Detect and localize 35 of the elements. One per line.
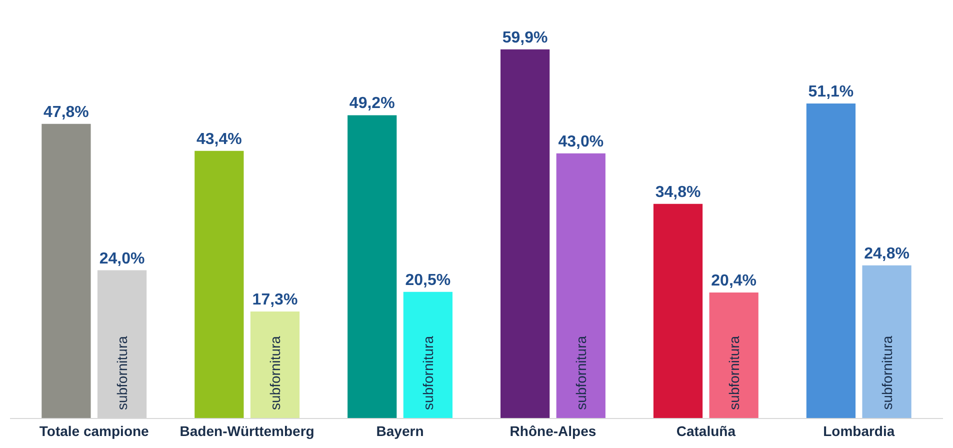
data-label: 49,2% — [349, 95, 395, 112]
x-tick-label: Lombardia — [823, 422, 895, 439]
bar — [500, 49, 550, 418]
bar — [348, 115, 397, 418]
x-tick-label: Totale campione — [39, 422, 150, 439]
bar — [709, 292, 758, 418]
x-tick-label: Bayern — [376, 422, 424, 439]
text: subfornitura — [572, 336, 589, 410]
bar — [806, 104, 856, 418]
bar — [403, 292, 452, 418]
bar — [653, 204, 703, 418]
bar — [556, 153, 606, 418]
text: subfornitura — [726, 336, 742, 410]
x-tick-label: Cataluña — [676, 422, 736, 439]
data-label: 43,4% — [196, 130, 242, 148]
text: subfornitura — [878, 336, 895, 410]
bar — [862, 265, 912, 418]
series-label: subfornitura — [114, 336, 130, 410]
data-label: 20,4% — [711, 272, 757, 290]
data-label: 43,0% — [558, 133, 604, 150]
x-tick-label: Baden-Württemberg — [180, 422, 314, 439]
data-label: 17,3% — [252, 292, 298, 309]
data-label: 34,8% — [655, 184, 701, 201]
text: subfornitura — [266, 336, 283, 410]
bar — [250, 312, 300, 418]
bar — [42, 124, 91, 418]
x-tick-label: Rhône-Alpes — [510, 422, 596, 439]
data-label: 24,8% — [864, 245, 910, 262]
data-label: 24,0% — [99, 250, 145, 268]
data-label: 20,5% — [405, 272, 451, 289]
data-label: 47,8% — [44, 104, 89, 121]
text: subfornitura — [420, 336, 436, 410]
data-label: 51,1% — [808, 84, 854, 101]
data-label: 59,9% — [502, 29, 548, 46]
bar — [194, 150, 244, 418]
